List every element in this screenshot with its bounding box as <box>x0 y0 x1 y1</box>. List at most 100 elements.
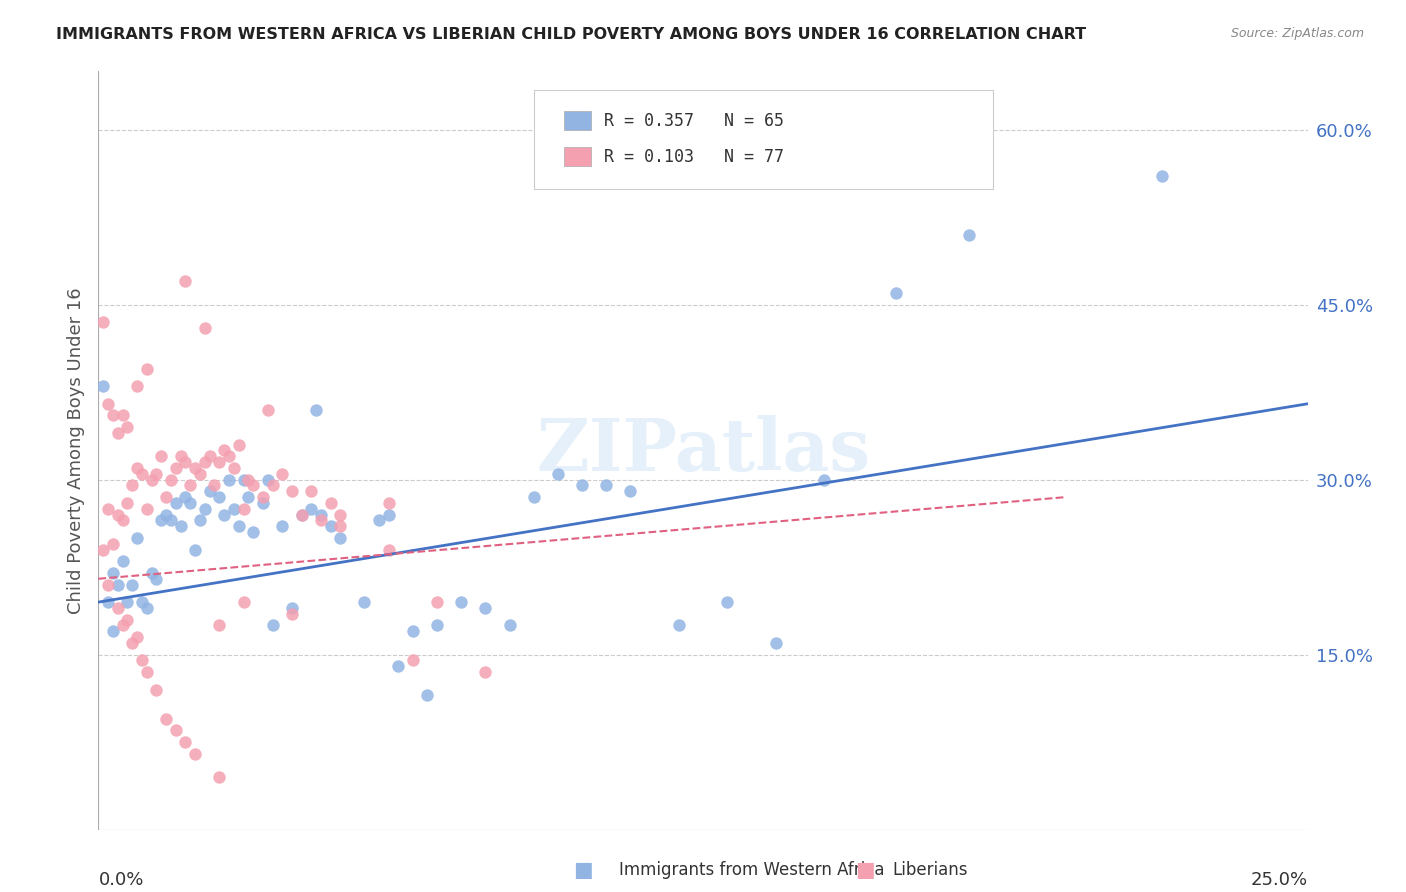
Point <box>262 478 284 492</box>
Point <box>595 478 617 492</box>
Point <box>238 473 260 487</box>
Text: ■: ■ <box>855 860 875 880</box>
Point <box>188 513 211 527</box>
Point <box>218 450 240 464</box>
Point <box>101 537 124 551</box>
Point <box>91 542 114 557</box>
Point <box>97 397 120 411</box>
Point <box>127 531 149 545</box>
Point <box>222 501 245 516</box>
Point <box>329 508 352 522</box>
Point <box>111 409 134 423</box>
Text: R = 0.357   N = 65: R = 0.357 N = 65 <box>603 112 785 129</box>
Point <box>208 490 231 504</box>
Point <box>290 508 312 522</box>
Point <box>232 473 254 487</box>
Point <box>252 496 274 510</box>
Point <box>188 467 211 481</box>
Point <box>117 613 139 627</box>
Point <box>174 490 197 504</box>
Text: R = 0.103   N = 77: R = 0.103 N = 77 <box>603 148 785 166</box>
Point <box>281 601 304 615</box>
Point <box>212 508 235 522</box>
Point <box>668 618 690 632</box>
Text: Source: ZipAtlas.com: Source: ZipAtlas.com <box>1230 27 1364 40</box>
Point <box>426 595 449 609</box>
Point <box>319 519 342 533</box>
Point <box>160 513 183 527</box>
Point <box>91 315 114 329</box>
Point <box>184 461 207 475</box>
Point <box>619 484 641 499</box>
Point <box>91 379 114 393</box>
Point <box>319 496 342 510</box>
Point <box>117 595 139 609</box>
Point <box>165 723 187 738</box>
Point <box>204 478 226 492</box>
Point <box>498 618 520 632</box>
Point <box>160 473 183 487</box>
Point <box>329 519 352 533</box>
Point <box>101 409 124 423</box>
Point <box>281 607 304 621</box>
Text: 0.0%: 0.0% <box>98 871 143 889</box>
Text: Immigrants from Western Africa: Immigrants from Western Africa <box>619 861 884 879</box>
Point <box>1152 169 1174 184</box>
Point <box>174 735 197 749</box>
Point <box>208 455 231 469</box>
Text: ZIPatlas: ZIPatlas <box>536 415 870 486</box>
Point <box>194 321 217 335</box>
Point <box>165 461 187 475</box>
Point <box>208 618 231 632</box>
Point <box>377 508 399 522</box>
Point <box>571 478 593 492</box>
Point <box>131 467 153 481</box>
Point <box>242 525 264 540</box>
Point <box>271 519 294 533</box>
Point <box>222 461 245 475</box>
Point <box>299 484 322 499</box>
Point <box>228 519 250 533</box>
Point <box>141 473 163 487</box>
Point <box>212 443 235 458</box>
Point <box>242 478 264 492</box>
Point <box>135 601 157 615</box>
Point <box>353 595 375 609</box>
Point <box>97 595 120 609</box>
Point <box>101 566 124 580</box>
Point <box>228 437 250 451</box>
FancyBboxPatch shape <box>564 111 591 129</box>
Point <box>281 484 304 499</box>
Point <box>101 624 124 639</box>
Point <box>813 473 835 487</box>
Point <box>252 490 274 504</box>
Point <box>416 689 439 703</box>
Point <box>377 542 399 557</box>
Point <box>402 624 425 639</box>
Point <box>145 467 167 481</box>
Point <box>271 467 294 481</box>
Point <box>107 508 129 522</box>
Point <box>111 554 134 568</box>
Point <box>377 496 399 510</box>
Point <box>547 467 569 481</box>
Point <box>474 665 496 679</box>
Point <box>387 659 409 673</box>
Point <box>107 601 129 615</box>
Point <box>141 566 163 580</box>
Point <box>97 577 120 591</box>
Point <box>127 630 149 644</box>
Point <box>194 455 217 469</box>
Point <box>179 478 201 492</box>
Text: 25.0%: 25.0% <box>1250 871 1308 889</box>
Point <box>117 496 139 510</box>
Point <box>107 425 129 440</box>
FancyBboxPatch shape <box>564 147 591 166</box>
Text: IMMIGRANTS FROM WESTERN AFRICA VS LIBERIAN CHILD POVERTY AMONG BOYS UNDER 16 COR: IMMIGRANTS FROM WESTERN AFRICA VS LIBERI… <box>56 27 1087 42</box>
Point <box>329 531 352 545</box>
Point <box>218 473 240 487</box>
Point <box>131 595 153 609</box>
Point <box>150 513 173 527</box>
Point <box>150 450 173 464</box>
Point <box>121 478 143 492</box>
